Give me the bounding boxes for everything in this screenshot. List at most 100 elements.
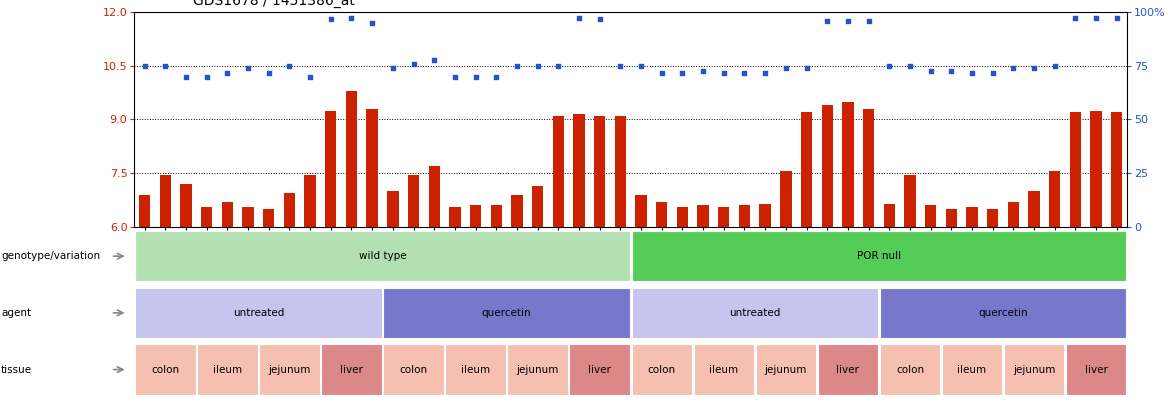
Text: liver: liver (589, 364, 611, 375)
Bar (135, 344, 195, 395)
Point (901, 63, 919, 69)
Bar (966, 207, 978, 227)
Text: agent: agent (1, 308, 32, 318)
Point (860, 18, 878, 24)
Point (218, 70, 237, 76)
Point (1066, 14, 1085, 21)
Bar (429, 166, 440, 227)
Point (259, 70, 278, 76)
Point (549, 63, 568, 69)
Point (425, 57, 444, 64)
Bar (697, 205, 709, 227)
Bar (325, 111, 336, 227)
Bar (632, 288, 878, 338)
Bar (739, 205, 750, 227)
Text: ileum: ileum (213, 364, 242, 375)
Bar (531, 185, 543, 227)
Bar (512, 195, 522, 227)
Text: untreated: untreated (729, 308, 780, 318)
Bar (842, 102, 854, 227)
Point (1024, 64, 1043, 71)
Bar (259, 344, 320, 395)
Point (1004, 64, 1023, 71)
Text: jejunum: jejunum (765, 364, 807, 375)
Point (818, 18, 836, 24)
Bar (573, 114, 585, 227)
Bar (445, 344, 506, 395)
Point (466, 73, 485, 80)
Point (590, 16, 609, 23)
Bar (780, 171, 792, 227)
Point (570, 14, 589, 21)
Bar (135, 288, 382, 338)
Text: quercetin: quercetin (482, 308, 531, 318)
Bar (383, 288, 630, 338)
Bar (570, 344, 630, 395)
Point (673, 70, 691, 76)
Point (238, 64, 257, 71)
Bar (305, 175, 315, 227)
Bar (632, 344, 691, 395)
Bar (160, 175, 171, 227)
Bar (718, 207, 730, 227)
Text: jejunum: jejunum (1013, 364, 1055, 375)
Point (962, 70, 981, 76)
Point (1086, 14, 1105, 21)
Point (777, 64, 795, 71)
Text: ileum: ileum (958, 364, 987, 375)
Point (694, 68, 712, 75)
Point (735, 70, 753, 76)
Text: genotype/variation: genotype/variation (1, 251, 100, 261)
Point (611, 63, 630, 69)
Bar (222, 202, 234, 227)
Bar (139, 195, 151, 227)
Point (197, 73, 216, 80)
Bar (470, 205, 481, 227)
Bar (243, 207, 253, 227)
Point (880, 63, 898, 69)
Bar (201, 207, 213, 227)
Point (301, 73, 320, 80)
Point (363, 20, 382, 26)
Bar (880, 288, 1126, 338)
Bar (632, 231, 1126, 281)
Point (756, 70, 774, 76)
Point (632, 63, 651, 69)
Bar (1066, 344, 1126, 395)
Bar (941, 344, 1002, 395)
Bar (759, 204, 771, 227)
Bar (1091, 111, 1101, 227)
Text: colon: colon (152, 364, 180, 375)
Bar (507, 344, 568, 395)
Text: untreated: untreated (232, 308, 284, 318)
Bar (321, 344, 382, 395)
Bar (408, 175, 419, 227)
Text: jejunum: jejunum (516, 364, 558, 375)
Bar (450, 207, 460, 227)
Point (321, 16, 340, 23)
Bar (756, 344, 816, 395)
Point (941, 68, 960, 75)
Point (487, 73, 506, 80)
Point (715, 70, 734, 76)
Bar (552, 116, 564, 227)
Bar (1003, 344, 1064, 395)
Text: liver: liver (836, 364, 860, 375)
Bar (180, 184, 192, 227)
Bar (367, 109, 378, 227)
Point (383, 64, 402, 71)
Bar (1070, 112, 1082, 227)
Point (528, 63, 547, 69)
Point (798, 64, 816, 71)
Bar (656, 202, 667, 227)
Text: jejunum: jejunum (269, 364, 311, 375)
Point (176, 73, 195, 80)
Point (1107, 14, 1126, 21)
Text: POR null: POR null (857, 251, 901, 261)
Bar (1111, 112, 1122, 227)
Bar (595, 116, 605, 227)
Bar (263, 209, 274, 227)
Bar (883, 204, 895, 227)
Point (653, 70, 672, 76)
Text: GDS1678 / 1451386_at: GDS1678 / 1451386_at (193, 0, 355, 8)
